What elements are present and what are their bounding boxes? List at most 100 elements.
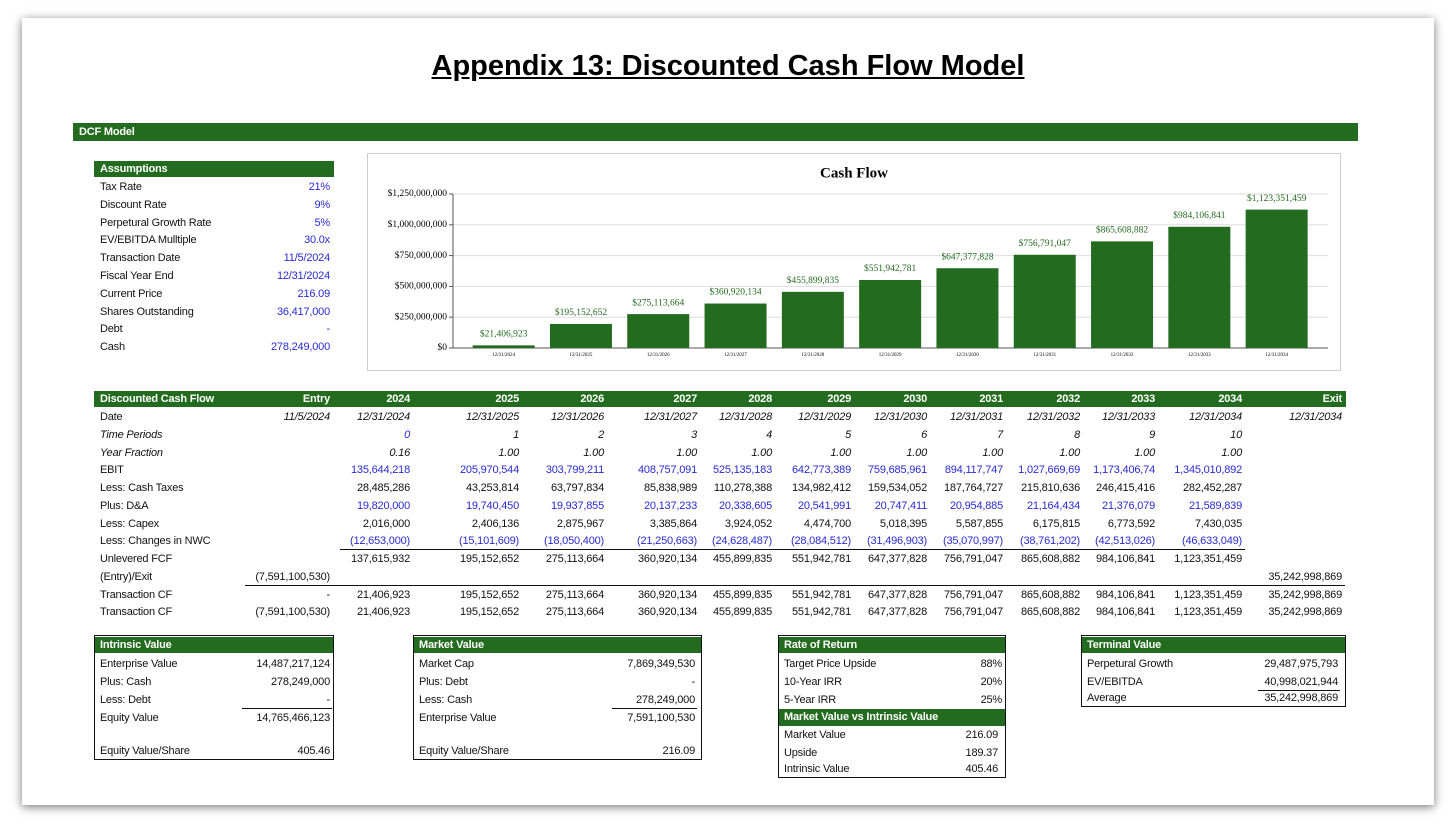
cell: 551,942,781 [792,606,851,619]
cell: 756,791,047 [944,553,1003,565]
row-label: Less: Capex [100,517,159,530]
cell: 20,338,605 [718,499,772,512]
cell: 275,113,664 [545,553,604,565]
cell: 6,175,815 [1032,517,1080,530]
label: Debt [100,323,123,336]
cell: 360,920,134 [638,553,697,565]
data-label: $195,152,652 [555,307,608,318]
cell: 187,764,727 [944,482,1003,494]
label: Equity Value/Share [100,745,190,757]
value: 35,242,998,869 [1264,692,1338,704]
cell: 19,740,450 [465,499,519,512]
cell: 647,377,828 [868,588,927,601]
label: Market Value [784,729,846,741]
cell: 20,954,885 [949,499,1003,512]
x-tick-label: 12/31/2032 [1111,353,1134,358]
cell: 1.00 [830,446,851,459]
label: Transaction Date [100,252,181,265]
x-tick-label: 12/31/2031 [1033,353,1056,358]
row-label: EBIT [100,464,124,477]
cell: 12/31/2033 [1101,411,1155,423]
value: 14,487,217,124 [256,658,330,670]
data-label: $21,406,923 [480,329,528,340]
label: Discount Rate [100,198,167,211]
cell: 865,608,882 [1021,588,1080,601]
cell: 1,173,406,74 [1093,464,1155,477]
bar [627,314,690,348]
cell: 1,123,351,459 [1174,588,1242,601]
cell: 303,799,211 [545,464,604,477]
cell: 3 [691,428,697,441]
bar [1013,254,1076,348]
value: 216.09 [662,745,696,757]
cell: 408,757,091 [638,464,697,477]
value: 30.0x [304,234,330,247]
column-header: 2029 [827,393,851,405]
data-label: $275,113,664 [632,297,684,308]
column-header: 2032 [1056,393,1080,405]
cell: 525,135,183 [713,464,772,477]
label: Fiscal Year End [100,270,174,282]
value: 36,417,000 [276,305,330,318]
cell: 63,797,834 [550,482,604,494]
label: Equity Value [100,712,159,724]
column-header: Entry [302,393,330,405]
value: 12/31/2024 [276,270,330,282]
chart: Cash Flow $0 $250,000,000 $500,000,000 $750,… [367,153,1341,371]
label: Perpetural Growth Rate [100,216,212,229]
cell: 1.00 [1221,446,1242,459]
cell: (7,591,100,530) [255,570,330,583]
cell: 35,242,998,869 [1268,588,1342,601]
row-label: Plus: D&A [100,499,149,512]
cell: (15,101,609) [459,535,519,548]
x-tick-label: 12/31/2028 [801,353,824,358]
cell: 1.00 [498,446,519,459]
cell: (46,633,049) [1182,535,1242,548]
label: Plus: Debt [419,676,468,688]
cell: 195,152,652 [460,606,519,619]
rule [612,708,697,709]
column-header: 2028 [748,393,772,405]
cell: (35,070,997) [943,535,1003,548]
cell: 1.00 [1059,446,1080,459]
cell: (31,496,903) [867,535,927,548]
cell: 756,791,047 [944,606,1003,619]
cell: 1.00 [982,446,1003,459]
x-tick-label: 12/31/2025 [570,353,593,358]
cell: 1,123,351,459 [1174,553,1242,565]
rule [340,549,1245,550]
cell: 12/31/2026 [550,411,604,423]
cell: (7,591,100,530) [255,606,330,619]
bar [1168,226,1231,348]
cell: 360,920,134 [638,606,697,619]
cell: 21,406,923 [356,588,410,601]
row-label: Less: Cash Taxes [100,482,184,494]
cell: 12/31/2025 [465,411,519,423]
cell: 5 [845,428,851,441]
cell: 35,242,998,869 [1268,606,1342,619]
cell: 134,982,412 [792,482,851,494]
cell: 137,615,932 [351,553,410,565]
value: 189.37 [965,747,999,759]
cell: 12/31/2029 [797,411,851,423]
cell: 551,942,781 [792,553,851,565]
cell: - [326,588,331,601]
data-label: $1,123,351,459 [1247,193,1307,204]
cell: 984,106,841 [1096,588,1155,601]
cell: 1.00 [906,446,927,459]
cell: 865,608,882 [1021,606,1080,619]
cell: 455,899,835 [713,553,772,565]
cell: 1.00 [751,446,772,459]
column-header: 2025 [495,393,519,405]
x-tick-label: 12/31/2029 [879,353,902,358]
value: 7,591,100,530 [627,712,695,724]
label: Equity Value/Share [419,745,509,757]
value: 21% [308,181,331,193]
cell: 12/31/2034 [1188,411,1242,423]
cell: 43,253,814 [465,482,519,494]
cell: 5,018,395 [879,517,927,530]
label: 5-Year IRR [784,694,837,706]
box-title: Terminal Value [1087,639,1162,651]
cell: 3,385,864 [649,517,697,530]
